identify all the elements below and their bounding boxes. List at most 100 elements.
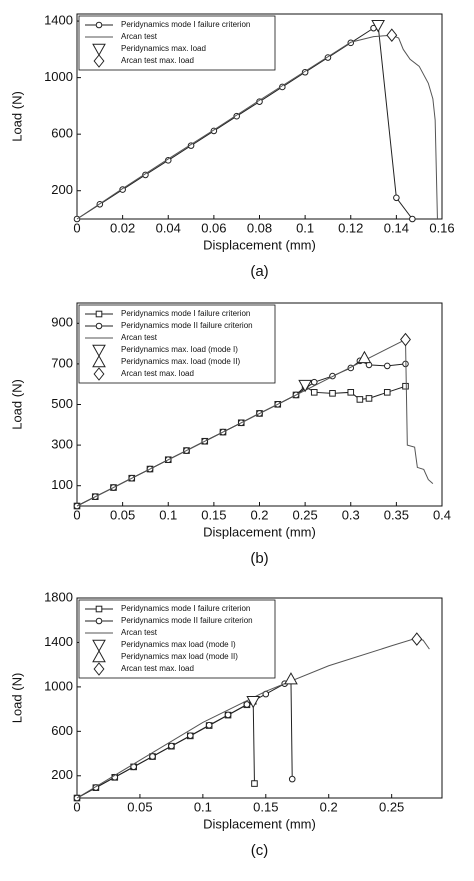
marker: [224, 711, 232, 719]
x-tick-label: 0: [73, 507, 80, 522]
caption: (c): [251, 842, 269, 859]
marker: [310, 389, 318, 396]
legend-frame: [78, 304, 276, 384]
x-axis-label: Displacement (mm): [203, 524, 316, 539]
x-axis-label: Displacement (mm): [203, 237, 316, 252]
marker: [400, 332, 411, 347]
x-axis-label: Displacement (mm): [203, 816, 316, 831]
marker: [357, 350, 372, 364]
x-tick-label: 0.02: [110, 220, 135, 235]
legend-label: Peridynamics max. load: [121, 44, 206, 53]
marker: [365, 395, 373, 402]
marker: [92, 639, 106, 653]
marker: [386, 28, 398, 43]
marker: [93, 662, 105, 676]
y-tick-label: 100: [51, 477, 73, 492]
legend-frame: [78, 599, 276, 679]
marker: [205, 721, 213, 729]
legend-label: Peridynamics max load (mode I): [121, 640, 236, 649]
y-tick-label: 1400: [44, 634, 73, 649]
legend-label: Peridynamics mode II failure criterion: [121, 321, 253, 330]
y-tick-label: 600: [51, 126, 73, 141]
marker: [288, 775, 296, 783]
x-tick-label: 0.15: [201, 507, 226, 522]
x-tick-label: 0.1: [296, 220, 314, 235]
marker: [383, 362, 391, 370]
caption: (a): [250, 263, 268, 280]
y-tick-label: 1000: [44, 678, 73, 693]
marker: [356, 396, 364, 403]
marker: [383, 389, 391, 396]
legend-label: Arcan test: [121, 333, 158, 342]
marker: [347, 389, 355, 396]
legend-label: Peridynamics max. load (mode I): [121, 345, 238, 354]
legend-label: Arcan test max. load: [121, 56, 194, 65]
x-tick-label: 0.12: [338, 220, 363, 235]
y-tick-label: 900: [51, 315, 73, 330]
legend-label: Peridynamics mode II failure criterion: [121, 616, 253, 625]
x-tick-label: 0: [73, 220, 80, 235]
plot-frame: [76, 597, 443, 799]
x-tick-label: 0.15: [253, 799, 278, 814]
legend-label: Arcan test max. load: [121, 664, 194, 673]
chart: 0 0.05 0.1 0.15 0.2 0.25 0.3 0.35 0.4 100 300 500 70…: [9, 302, 451, 567]
x-tick-label: 0.06: [201, 220, 226, 235]
marker: [298, 379, 312, 393]
x-tick-label: 0.35: [384, 507, 409, 522]
marker: [371, 20, 385, 33]
marker: [95, 310, 103, 318]
x-tick-label: 0.25: [292, 507, 317, 522]
x-tick-label: 0.1: [159, 507, 177, 522]
marker: [92, 649, 106, 663]
marker: [310, 378, 318, 386]
legend-label: Arcan test: [121, 628, 158, 637]
legend-label: Peridynamics max load (mode II): [121, 652, 238, 661]
chart: 0 0.02 0.04 0.06 0.08 0.1 0.12 0.14 0.16 200 600 10…: [9, 13, 454, 280]
y-tick-label: 1400: [44, 13, 73, 28]
marker: [92, 43, 106, 57]
marker: [142, 171, 149, 179]
y-axis-label: Load (N): [9, 91, 24, 142]
marker: [393, 194, 400, 202]
y-tick-label: 300: [51, 437, 73, 452]
marker: [168, 742, 175, 750]
marker: [411, 632, 423, 646]
x-tick-label: 0.08: [247, 220, 272, 235]
marker: [95, 617, 103, 625]
marker: [93, 367, 105, 381]
series-line: [76, 385, 406, 507]
y-tick-label: 1800: [44, 589, 73, 604]
legend-label: Arcan test max. load: [121, 369, 194, 378]
marker: [329, 390, 336, 397]
series-line: [76, 679, 293, 799]
x-tick-label: 0.05: [127, 799, 152, 814]
marker: [149, 753, 156, 760]
series-line: [76, 338, 434, 507]
x-tick-label: 0.05: [110, 507, 135, 522]
y-axis-label: Load (N): [9, 379, 24, 430]
marker: [233, 112, 240, 120]
x-tick-label: 0.3: [342, 507, 360, 522]
legend-label: Peridynamics max. load (mode II): [121, 357, 240, 366]
x-tick-label: 0.14: [384, 220, 409, 235]
y-axis-label: Load (N): [9, 673, 24, 724]
x-tick-label: 0.2: [320, 799, 338, 814]
x-tick-label: 0.1: [194, 799, 212, 814]
marker: [251, 780, 258, 787]
legend-label: Peridynamics mode I failure criterion: [121, 20, 250, 29]
marker: [95, 322, 103, 330]
marker: [92, 354, 106, 368]
marker: [186, 732, 194, 739]
legend-label: Arcan test: [121, 32, 158, 41]
marker: [402, 382, 409, 390]
marker: [409, 215, 416, 223]
caption: (b): [250, 550, 268, 567]
y-tick-label: 700: [51, 355, 73, 370]
x-tick-label: 0.16: [429, 220, 454, 235]
y-tick-label: 1000: [44, 69, 73, 84]
x-tick-label: 0: [73, 799, 80, 814]
y-tick-label: 200: [51, 767, 73, 782]
x-tick-label: 0.25: [379, 799, 404, 814]
y-tick-label: 200: [51, 182, 73, 197]
marker: [284, 672, 298, 685]
